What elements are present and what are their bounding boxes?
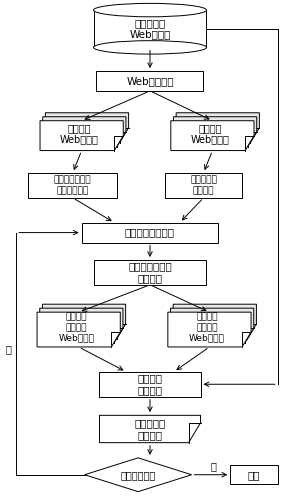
Polygon shape bbox=[45, 113, 129, 142]
Text: 领域相关
Web服务集: 领域相关 Web服务集 bbox=[60, 123, 99, 144]
Text: 新的领域词
汇排序表: 新的领域词 汇排序表 bbox=[134, 418, 166, 440]
Polygon shape bbox=[100, 416, 200, 442]
Polygon shape bbox=[173, 304, 256, 339]
Text: 否: 否 bbox=[6, 344, 12, 354]
Polygon shape bbox=[40, 308, 123, 343]
Bar bbox=[165, 173, 242, 198]
Polygon shape bbox=[176, 113, 260, 142]
Text: 构造向量空间模型: 构造向量空间模型 bbox=[125, 228, 175, 237]
Polygon shape bbox=[170, 308, 254, 343]
Text: 领域词汇
排序计算: 领域词汇 排序计算 bbox=[137, 374, 163, 395]
Polygon shape bbox=[37, 312, 120, 347]
Bar bbox=[82, 222, 218, 242]
Bar bbox=[94, 10, 206, 48]
Polygon shape bbox=[43, 116, 126, 146]
Text: 预处理后的
Web服务集: 预处理后的 Web服务集 bbox=[129, 18, 171, 40]
Bar bbox=[28, 173, 117, 198]
Text: 使用支持向量机
进行分类: 使用支持向量机 进行分类 bbox=[128, 262, 172, 283]
Text: 结束: 结束 bbox=[248, 470, 260, 480]
Bar bbox=[97, 71, 203, 91]
Text: 分类后的
领域无关
Web服务集: 分类后的 领域无关 Web服务集 bbox=[189, 312, 225, 342]
Bar bbox=[94, 260, 206, 285]
Text: 排序是否一样: 排序是否一样 bbox=[121, 470, 156, 480]
Polygon shape bbox=[168, 312, 251, 347]
Polygon shape bbox=[171, 120, 254, 150]
Polygon shape bbox=[40, 120, 123, 150]
Polygon shape bbox=[173, 116, 257, 146]
Text: 构造训练集
和测试集: 构造训练集 和测试集 bbox=[190, 176, 217, 195]
Polygon shape bbox=[85, 458, 192, 492]
Ellipse shape bbox=[94, 4, 206, 17]
Text: 分类后的
领域相关
Web服务集: 分类后的 领域相关 Web服务集 bbox=[58, 312, 94, 342]
Text: 领域无关
Web服务集: 领域无关 Web服务集 bbox=[190, 123, 230, 144]
Ellipse shape bbox=[94, 40, 206, 54]
Bar bbox=[230, 466, 278, 484]
Polygon shape bbox=[42, 304, 126, 339]
Text: 是: 是 bbox=[211, 461, 217, 471]
Text: 根据词频对领域
词汇进行排序: 根据词频对领域 词汇进行排序 bbox=[54, 176, 92, 195]
Text: Web服务划分: Web服务划分 bbox=[126, 76, 174, 86]
Bar bbox=[100, 372, 200, 396]
